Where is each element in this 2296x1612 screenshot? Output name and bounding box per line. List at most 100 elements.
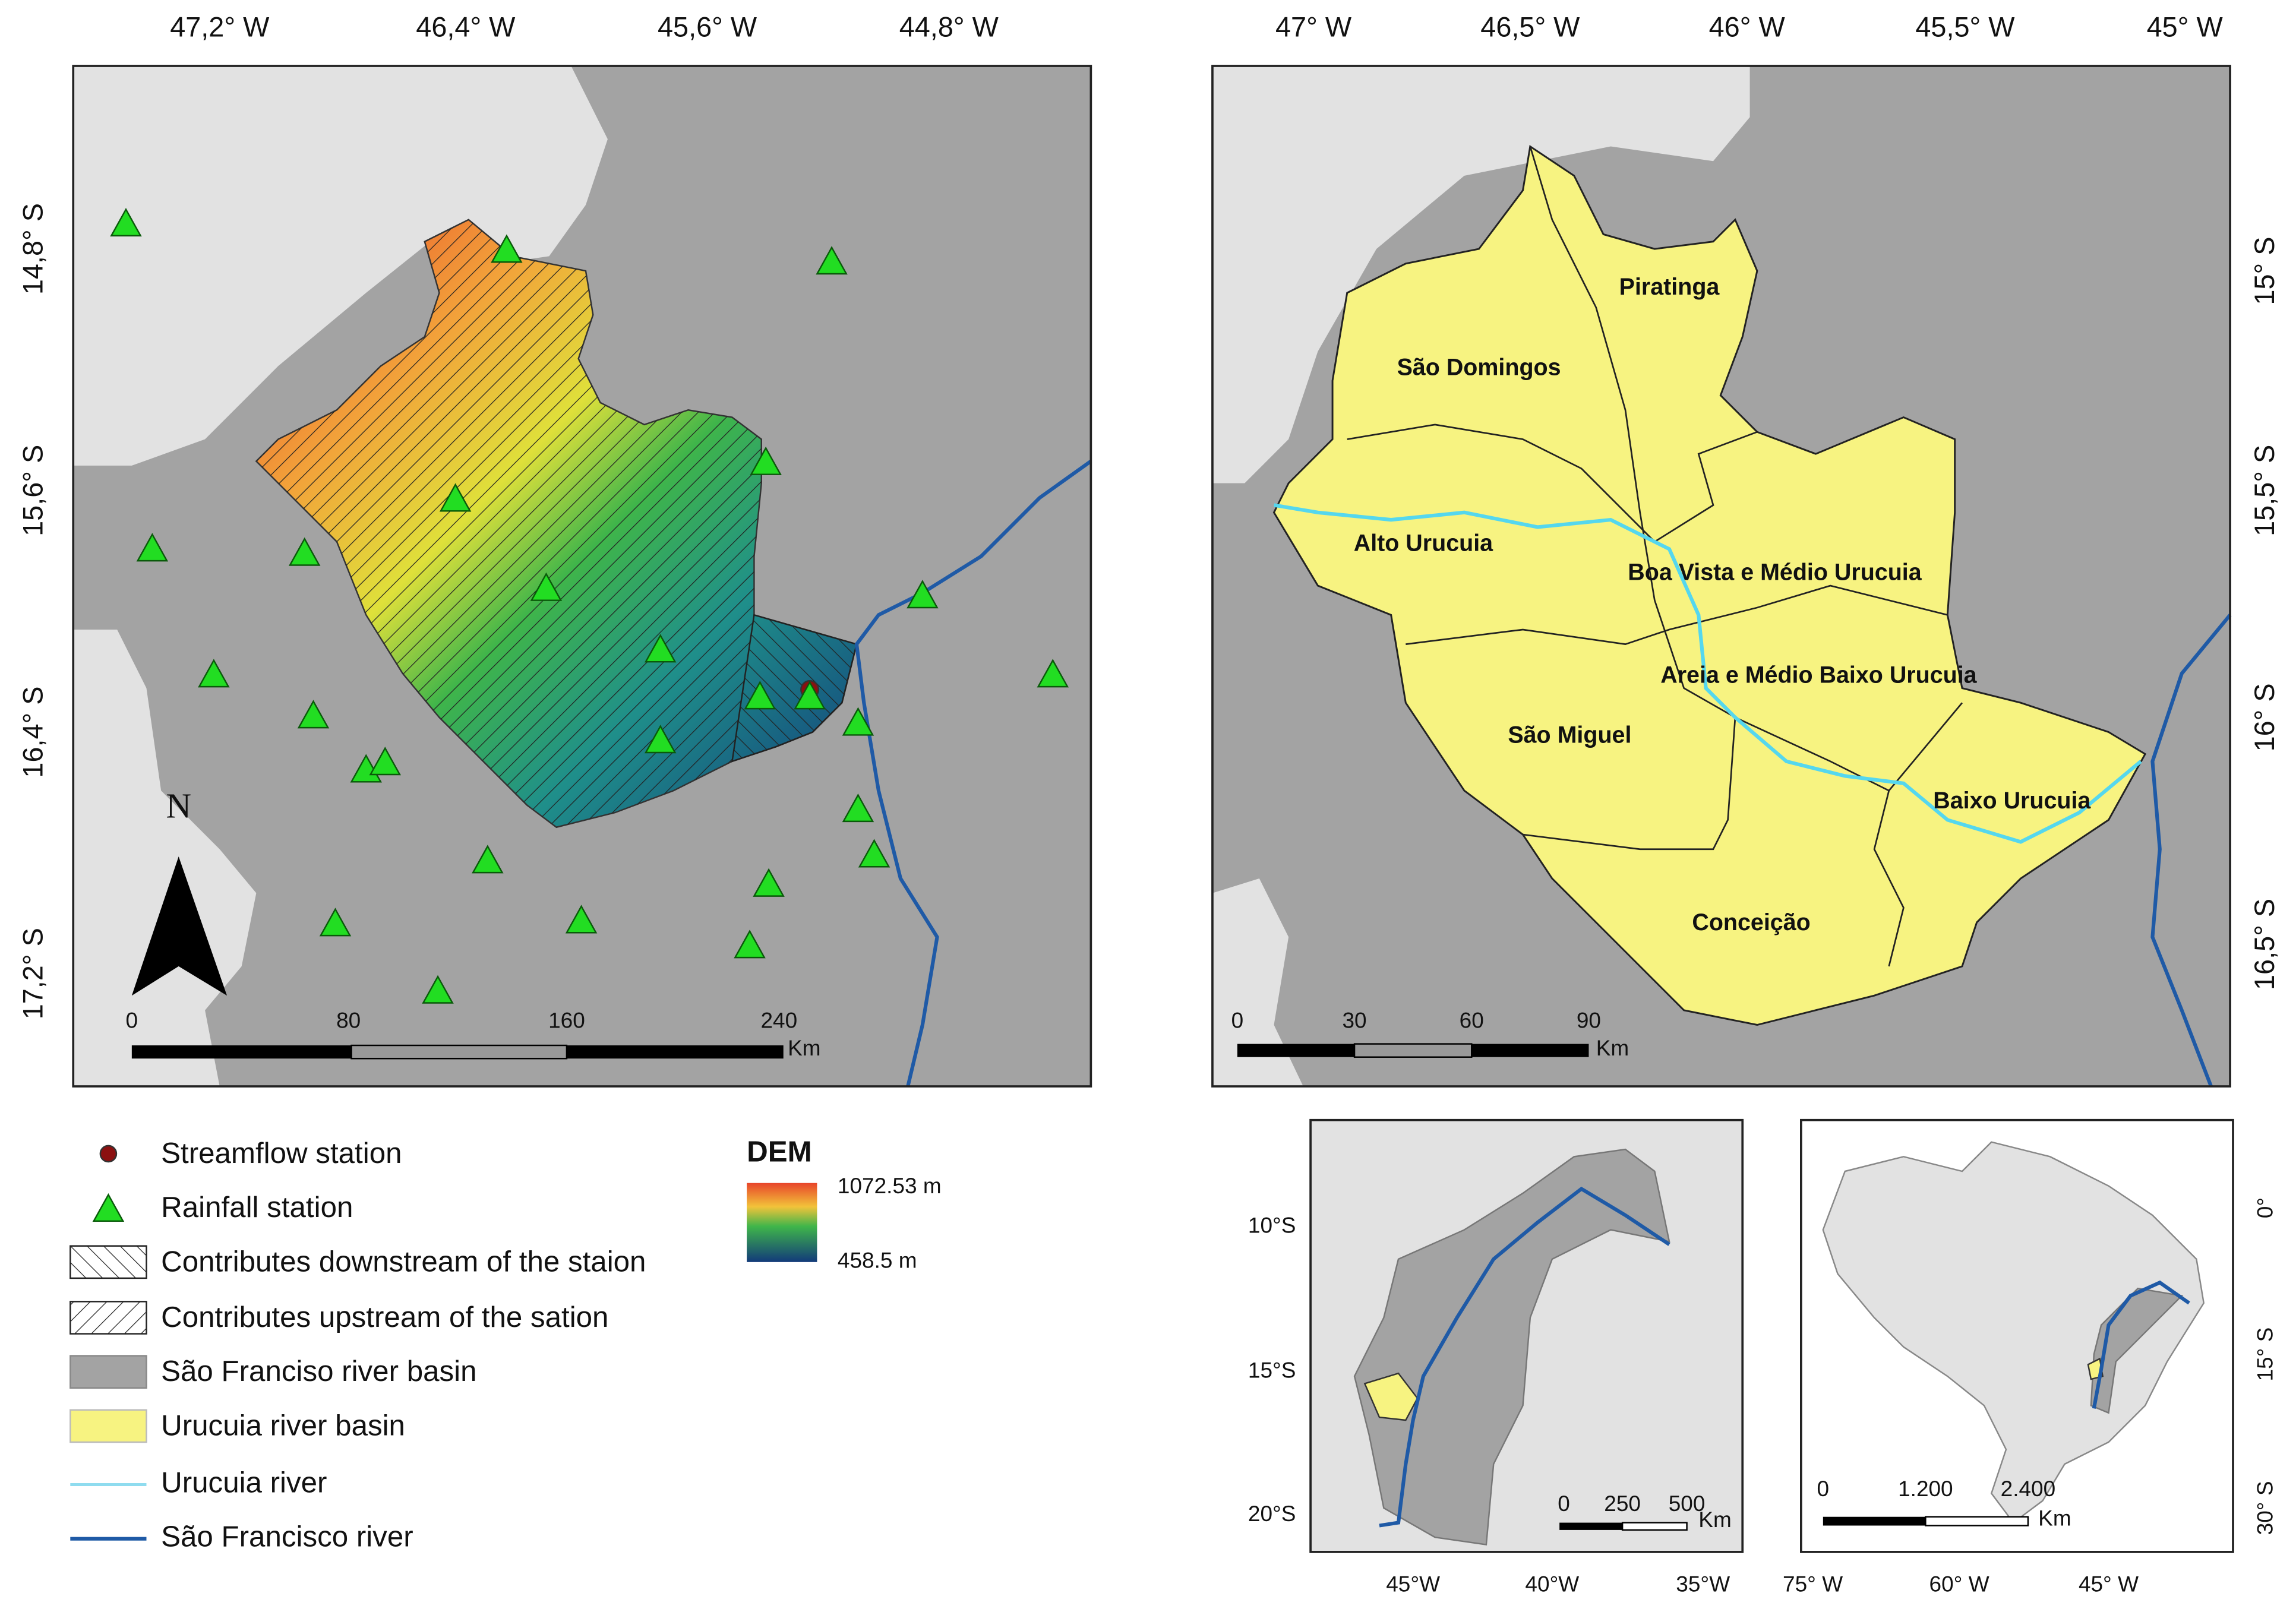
rainfall-station [297, 700, 330, 729]
legend-symbol [92, 1193, 125, 1222]
latitude-label: 15° S [2249, 237, 2280, 305]
rainfall-station [734, 930, 766, 959]
sao-francisco-basin [1353, 1148, 1670, 1545]
latitude-label: 15° S [2253, 1327, 2277, 1382]
subbasin-label: Areia e Médio Baixo Urucuia [1660, 662, 1977, 688]
latitude-label: 17,2° S [18, 928, 49, 1019]
longitude-label: 45° W [2079, 1572, 2139, 1596]
latitude-label: 16° S [2249, 683, 2280, 751]
rainfall-station [319, 908, 352, 937]
longitude-label: 75° W [1783, 1572, 1843, 1596]
scale-label: 250 [1604, 1491, 1641, 1516]
rainfall-station [858, 839, 890, 868]
latitude-label: 15°S [1248, 1358, 1296, 1382]
latitude-label: 16,4° S [18, 686, 49, 777]
inset-basin: 0 250 500 Km 10°S 15°S 20°S 45°W 40°W 35… [1248, 1118, 1744, 1596]
subbasin-label: Alto Urucuia [1354, 530, 1493, 556]
legend-symbol [70, 1409, 147, 1443]
map-frame [1211, 65, 2231, 1088]
legend: Streamflow station Rainfall station Cont… [70, 1135, 942, 1553]
right-map: Piratinga São Domingos Alto Urucuia Boa … [1211, 12, 2280, 1088]
longitude-label: 46,5° W [1480, 12, 1580, 43]
rainfall-station [644, 725, 677, 754]
latitude-label: 20°S [1248, 1502, 1296, 1526]
rainfall-station [110, 208, 142, 237]
scale-label: 1.200 [1898, 1477, 1953, 1501]
longitude-label: 45,6° W [658, 12, 757, 43]
longitude-label: 46° W [1709, 12, 1786, 43]
dem-min: 458.5 m [838, 1248, 917, 1273]
latitude-label: 0° [2253, 1197, 2277, 1218]
sao-francisco-river [2150, 614, 2232, 1088]
rainfall-station [907, 580, 939, 609]
scale-label: 2.400 [2001, 1477, 2056, 1501]
latitude-label: 30° S [2253, 1481, 2277, 1535]
urucuia-basin [1363, 1372, 1419, 1421]
rainfall-station [422, 975, 454, 1004]
latitude-label: 10°S [1248, 1213, 1296, 1237]
latitude-label: 16,5° S [2249, 899, 2280, 990]
scale-label: 0 [1817, 1477, 1830, 1501]
rainfall-station [1037, 659, 1069, 688]
scale-label: 0 [1231, 1008, 1244, 1032]
scale-unit: Km [1698, 1507, 1731, 1532]
rainfall-station [439, 483, 472, 512]
latitude-label: 14,8° S [18, 203, 49, 295]
rainfall-station [753, 868, 785, 897]
rainfall-station [744, 681, 776, 710]
dem-colorbar [747, 1183, 817, 1262]
brazil [1822, 1141, 2205, 1524]
longitude-label: 45°W [1386, 1572, 1440, 1596]
subbasin-label: Piratinga [1619, 274, 1720, 300]
outside-area [1212, 65, 1750, 483]
map-frame [72, 65, 1092, 1088]
subbasin-label: Boa Vista e Médio Urucuia [1628, 560, 1922, 586]
subbasin-label: São Domingos [1397, 355, 1561, 381]
latitude-label: 15,6° S [18, 445, 49, 536]
left-map: N 0 80 160 240 Km 47,2° W 46,4° W 45,6° … [18, 12, 1092, 1088]
longitude-label: 45° W [2147, 12, 2224, 43]
legend-label: Urucuia river basin [161, 1409, 405, 1442]
rainfall-station [750, 446, 782, 475]
subbasin-boundaries [1347, 146, 1963, 967]
sao-francisco-river [2092, 1280, 2190, 1409]
scale-bar [1353, 1043, 1473, 1058]
upstream-hatch [256, 219, 762, 827]
map-frame [1800, 1118, 2234, 1553]
scale-label: 240 [760, 1008, 797, 1032]
scale-bar [1823, 1516, 1926, 1526]
scale-bar [1559, 1522, 1623, 1530]
outside-area [73, 65, 608, 466]
downstream-hatch [731, 614, 858, 763]
scale-label: 60 [1460, 1008, 1484, 1032]
rainfall-station [794, 681, 826, 710]
legend-label: Streamflow station [161, 1137, 402, 1170]
subbasin-label: Conceição [1692, 909, 1810, 935]
scale-label: 0 [126, 1008, 138, 1032]
rainfall-station [472, 845, 504, 874]
legend-label: Contributes upstream of the sation [161, 1301, 608, 1333]
scale-unit: Km [2038, 1506, 2071, 1530]
urucuia-river [1273, 503, 2142, 844]
rainfall-station [842, 793, 874, 823]
longitude-label: 45,5° W [1915, 12, 2015, 43]
legend-label: Urucuia river [161, 1466, 327, 1499]
scale-label: 80 [336, 1008, 361, 1032]
scale-bar [1925, 1516, 2029, 1526]
map-frame [1309, 1118, 1744, 1553]
scale-bar [350, 1044, 568, 1060]
north-arrow [131, 856, 228, 996]
legend-label: Contributes downstream of the staion [161, 1245, 646, 1278]
north-label: N [166, 786, 191, 826]
rainfall-station [644, 634, 677, 663]
scale-label: 160 [548, 1008, 585, 1032]
rainfall-station [288, 537, 321, 566]
scale-label: 0 [1558, 1491, 1570, 1516]
legend-symbol [70, 1301, 147, 1335]
scale-label: 30 [1342, 1008, 1366, 1032]
scale-unit: Km [1596, 1036, 1629, 1060]
longitude-label: 35°W [1676, 1572, 1730, 1596]
rainfall-station [198, 659, 230, 688]
